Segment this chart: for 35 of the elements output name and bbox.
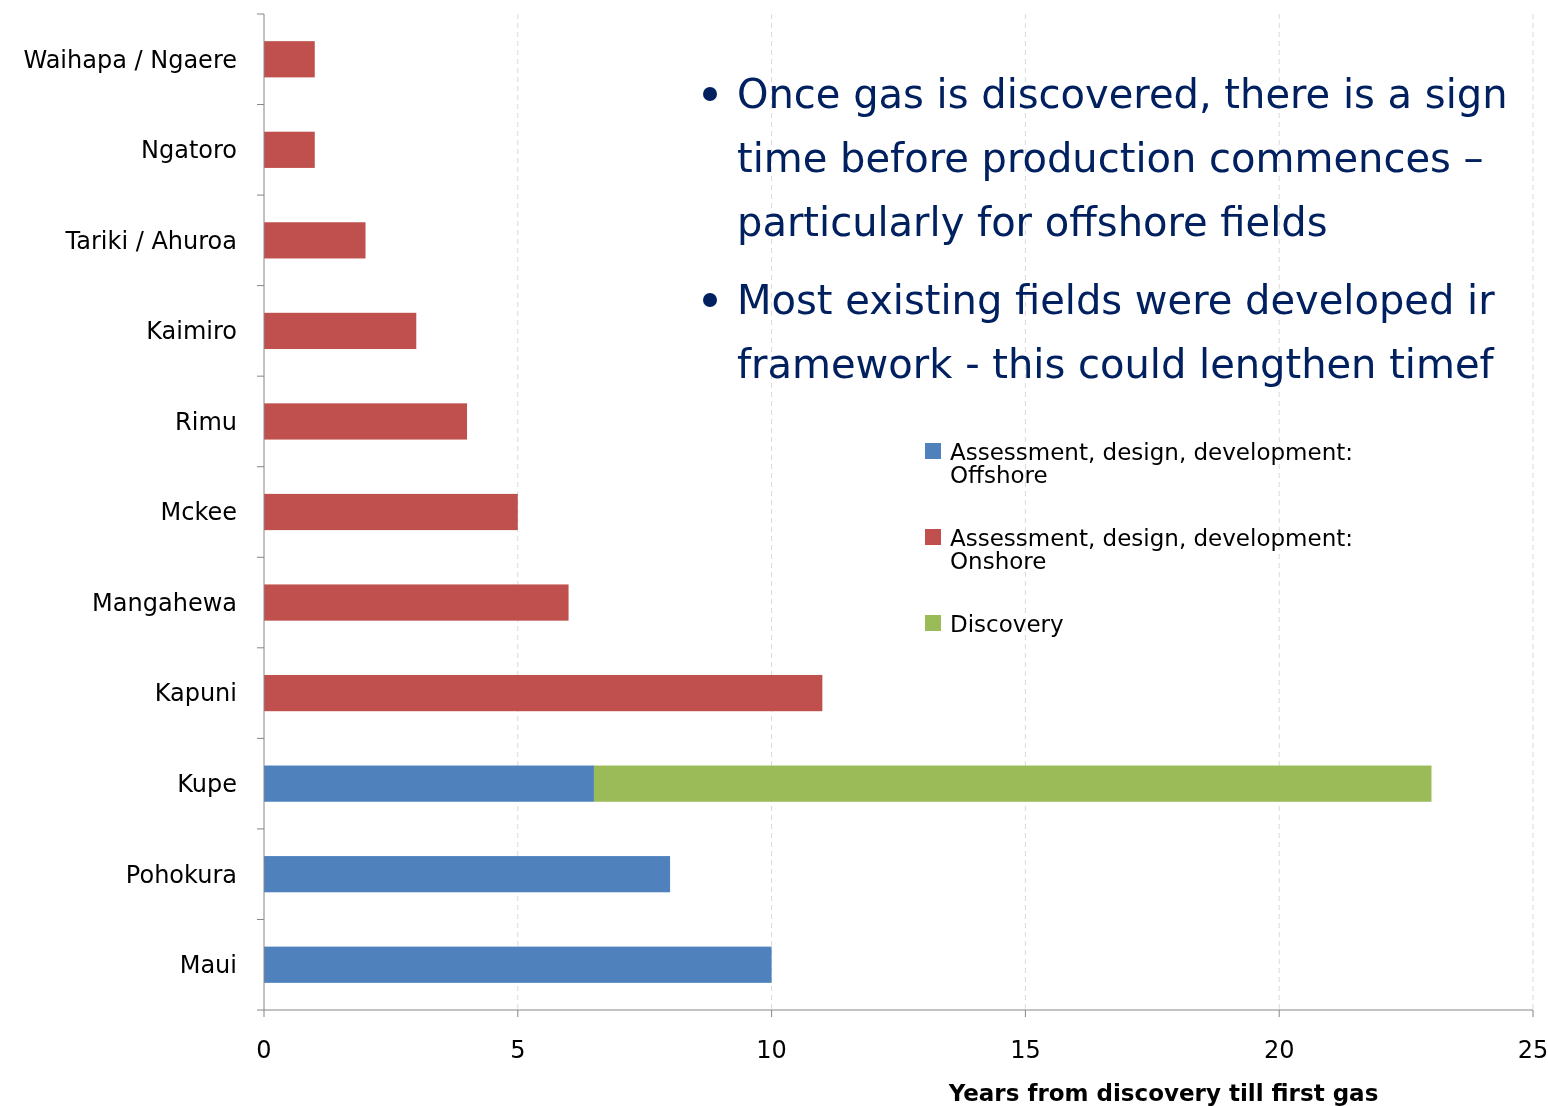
bar: [264, 312, 417, 350]
y-tick-label: Waihapa / Ngaere: [23, 45, 237, 74]
y-tick-label: Mckee: [160, 498, 237, 527]
y-tick-label: Rimu: [175, 407, 237, 436]
bar: [264, 403, 468, 440]
y-tick-label: Tariki / Ahuroa: [64, 226, 237, 255]
x-tick-label: 0: [256, 1036, 272, 1064]
x-tick-label: 15: [1010, 1036, 1041, 1064]
legend-label: Assessment, design, development: Onshore: [950, 525, 1353, 575]
y-tick-label: Maui: [179, 951, 237, 980]
bar: [264, 674, 823, 712]
bar: [264, 222, 366, 259]
legend-label: Assessment, design, development: Offshore: [950, 439, 1353, 489]
annotation: Most existing fields were developed ir framework - this could lengthen timef: [737, 277, 1496, 387]
y-tick-label: Mangahewa: [92, 588, 237, 617]
y-tick-label: Ngatoro: [140, 136, 237, 165]
bar: [264, 946, 772, 983]
x-tick-label: 25: [1517, 1036, 1548, 1064]
x-tick-label: 10: [756, 1036, 787, 1064]
y-tick-label: Kaimiro: [146, 317, 237, 346]
x-axis-title: Years from discovery till first gas: [947, 1080, 1379, 1106]
bar: [264, 41, 315, 78]
annotation: Once gas is discovered, there is a sign time before production commences – particularly for offshore fields: [737, 71, 1508, 245]
bar: [264, 131, 315, 168]
legend-label: Discovery: [950, 611, 1064, 638]
bar: [264, 856, 671, 893]
bar: [264, 765, 594, 802]
bar: [264, 493, 518, 531]
x-tick-label: 5: [510, 1036, 526, 1064]
bar: [593, 765, 1432, 802]
y-tick-label: Kapuni: [154, 679, 237, 708]
bar: [264, 584, 569, 621]
x-tick-label: 20: [1263, 1036, 1295, 1064]
y-tick-label: Kupe: [177, 770, 237, 799]
y-tick-label: Pohokura: [125, 860, 237, 889]
